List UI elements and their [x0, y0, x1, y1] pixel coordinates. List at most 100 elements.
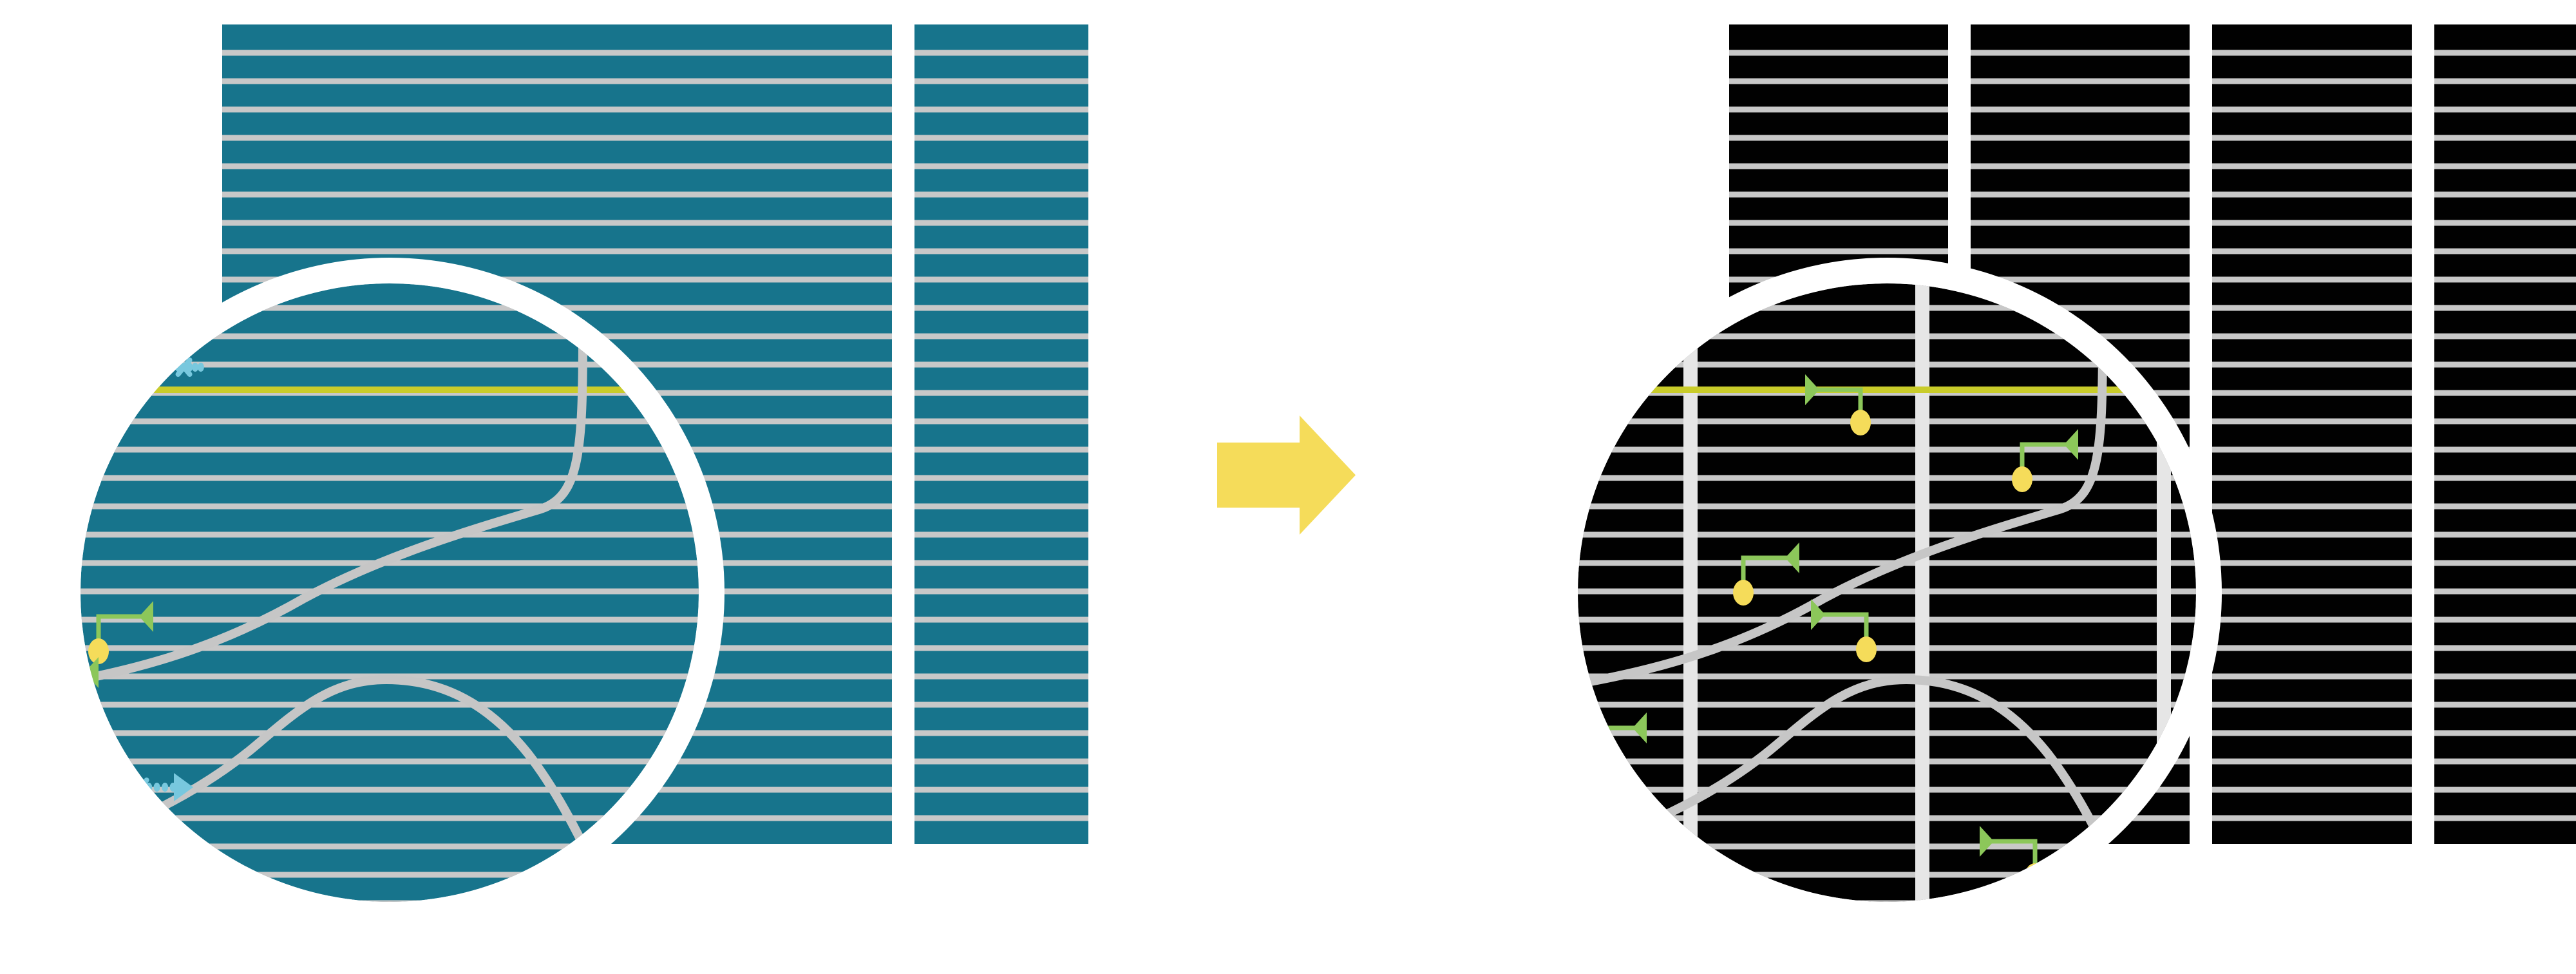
panel-gridline-h [2212, 361, 2412, 368]
panel-gridline-h [914, 50, 1088, 56]
panel-gridline-h [914, 616, 1088, 623]
panel-gridline-h [914, 503, 1088, 510]
flag-arrow-marker [88, 601, 153, 664]
lens-gridline-h [80, 787, 699, 793]
flag-arrow-stem [1811, 612, 1869, 644]
lens-gridline-h [1578, 446, 2196, 453]
flag-arrow-dot [1856, 636, 1877, 662]
panel-gridline-h [2212, 106, 2412, 113]
transform-arrow[interactable] [1217, 415, 1356, 535]
panel-gridline-h [914, 276, 1088, 283]
lens-gridline-h [80, 361, 699, 368]
flag-arrow-marker [2012, 429, 2078, 492]
panel-gridline-h [914, 531, 1088, 538]
flag-arrow-head [1633, 712, 1647, 743]
panel-gridline-h [2434, 787, 2576, 793]
lens-gridline-h [1578, 531, 2196, 538]
lens-gridline-h [80, 475, 699, 481]
lens-gridline-v [1915, 283, 1929, 902]
panel-gridline-h [2212, 191, 2412, 198]
flag-arrow-marker [1811, 599, 1877, 662]
panel-gridline-h [2434, 361, 2576, 368]
panel-gridline-h [2434, 276, 2576, 283]
dotted-arrow-head [174, 773, 193, 801]
panel-gridline-h [1729, 191, 1948, 198]
panel-column [914, 24, 1088, 844]
panel-gridline-h [1971, 135, 2190, 141]
magnifier-interior [1578, 283, 2196, 902]
panel-column-fill [2212, 24, 2412, 844]
panel-gridline-h [2212, 730, 2412, 736]
highlight-line [1578, 387, 2196, 393]
panel-gridline-h [1971, 220, 2190, 226]
after-magnifier [1552, 258, 2222, 928]
dotted-arrow-blob [109, 801, 126, 823]
panel-gridline-h [914, 475, 1088, 481]
panel-gridline-h [914, 446, 1088, 453]
panel-gridline-h [2434, 531, 2576, 538]
panel-gridline-h [2434, 333, 2576, 339]
panel-gridline-h [914, 815, 1088, 821]
panel-gridline-h [914, 730, 1088, 736]
panel-gridline-h [1971, 248, 2190, 254]
panel-gridline-h [914, 787, 1088, 793]
contour-line [1578, 674, 2130, 893]
flag-arrow-stem [1741, 555, 1799, 587]
lens-gridline-v [1683, 283, 1698, 902]
panel-gridline-h [1971, 163, 2190, 169]
panel-gridline-h [2434, 503, 2576, 510]
panel-gridline-h [222, 163, 892, 169]
panel-gridline-h [2212, 673, 2412, 680]
lens-gridline-h [1578, 503, 2196, 510]
dotted-arrow-dot [153, 783, 160, 792]
panel-gridline-h [2434, 673, 2576, 680]
lens-gridline-h [80, 503, 699, 510]
panel-gridline-h [914, 305, 1088, 311]
panel-gridline-h [2212, 305, 2412, 311]
panel-gridline-h [1729, 135, 1948, 141]
panel-gridline-h [2434, 106, 2576, 113]
panel-gridline-h [2434, 560, 2576, 566]
panel-column-fill [2434, 24, 2576, 844]
panel-gridline-h [1971, 106, 2190, 113]
panel-gridline-h [2212, 390, 2412, 396]
flag-arrow-marker [1805, 374, 1871, 435]
lens-gridline-h [1578, 588, 2196, 595]
panel-gridline-h [222, 248, 892, 254]
lens-gridline-h [1578, 673, 2196, 680]
panel-gridline-h [914, 588, 1088, 595]
dotted-arrow-dot [192, 363, 199, 372]
lens-gridline-h [80, 531, 699, 538]
panel-gridline-h [914, 390, 1088, 396]
flag-arrow-stem [1805, 387, 1863, 417]
dotted-arrow-dot [97, 385, 104, 394]
panel-gridline-h [2212, 702, 2412, 708]
panel-gridline-h [914, 135, 1088, 141]
before-magnifier [55, 258, 724, 928]
panel-gridline-h [2434, 702, 2576, 708]
panel-gridline-h [2212, 248, 2412, 254]
lens-gridline-h [80, 758, 699, 765]
lens-gridline-h [1578, 333, 2196, 339]
panel-gridline-h [1729, 106, 1948, 113]
panel-gridline-h [2212, 135, 2412, 141]
lens-gridline-h [80, 418, 699, 425]
dotted-arrow-dot [109, 825, 116, 834]
panel-gridline-h [2212, 758, 2412, 765]
flag-arrow-head [2064, 429, 2078, 460]
transform-arrow-shape[interactable] [1217, 415, 1356, 535]
flag-arrow-dot [1850, 410, 1871, 435]
lens-gridline-h [1578, 787, 2196, 793]
dotted-arrow-dot [71, 385, 78, 394]
panel-gridline-h [1729, 78, 1948, 84]
panel-gridline-h [914, 418, 1088, 425]
lens-gridline-h [80, 333, 699, 339]
panel-gridline-h [914, 673, 1088, 680]
dotted-arrow-x [95, 819, 113, 839]
panel-gridline-h [2212, 503, 2412, 510]
panel-gridline-h [222, 135, 892, 141]
flag-arrow-dot [88, 638, 109, 664]
panel-gridline-h [914, 758, 1088, 765]
